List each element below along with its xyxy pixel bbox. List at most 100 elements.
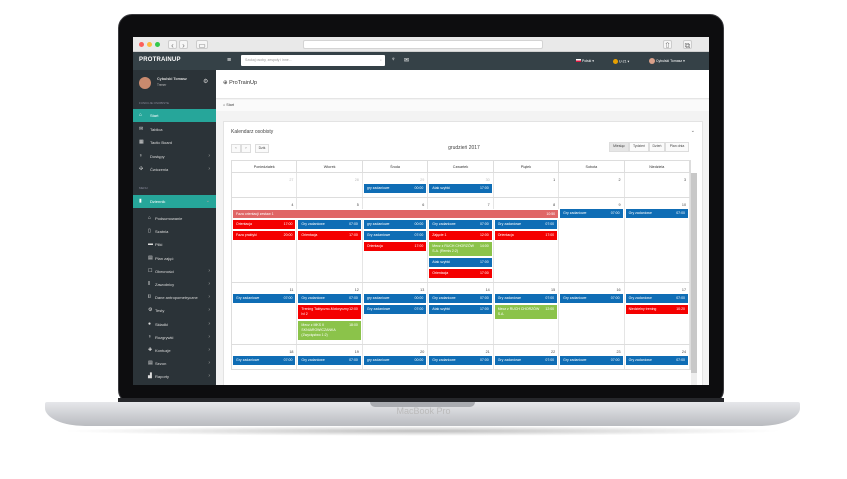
day-cell[interactable] xyxy=(625,184,690,197)
sidebar-item-start[interactable]: ⌂ Start xyxy=(133,109,216,122)
calendar-event[interactable]: gry zadaniowe 00:00 xyxy=(363,356,427,365)
day-number[interactable]: 13 xyxy=(363,283,429,294)
calendar-event[interactable]: gry zadaniowe 00:00 xyxy=(363,294,427,303)
day-cell[interactable]: Gry zadaniowe 07:00 Trening Taktyczno-Moto… xyxy=(297,294,363,344)
back-button[interactable]: ‹ xyxy=(168,40,177,50)
logo[interactable]: PROTRAINUP xyxy=(139,57,181,63)
sidebar-item-składki[interactable]: ● Składki › xyxy=(133,318,216,331)
sidebar-item-raporty[interactable]: ▟ Raporty › xyxy=(133,370,216,383)
calendar-event[interactable]: Orientacja 17:00 xyxy=(429,269,492,278)
sidebar-item-ćwiczenia[interactable]: ✣ Ćwiczenia › xyxy=(133,163,216,176)
calendar-event[interactable]: Gry zadaniowe 07:00 xyxy=(494,356,558,365)
day-cell[interactable] xyxy=(232,184,298,197)
sidebar-item-tactic-board[interactable]: ▦ Tactic Board xyxy=(133,136,216,149)
forward-button[interactable]: › xyxy=(179,40,188,50)
calendar-event[interactable]: Gry zadaniowe 07:00 xyxy=(298,294,361,303)
calendar-event[interactable]: Gry zadaniowe 07:00 xyxy=(494,294,558,303)
address-bar[interactable] xyxy=(303,40,543,49)
sidebar-toggle-icon[interactable]: ▭ xyxy=(196,40,208,50)
day-cell[interactable]: Gry zadaniowe 07:00 xyxy=(625,356,690,369)
calendar-event[interactable]: Mecz z RUCH CHORZÓW S.A. (Remis 2:2) 14:0… xyxy=(429,242,492,256)
day-number[interactable]: 11 xyxy=(232,283,298,294)
calendar-event[interactable]: Mecz z RUCH CHORZÓW S.A. 12:00 xyxy=(494,305,558,319)
prev-month-button[interactable]: ‹ xyxy=(231,144,241,153)
day-cell[interactable]: Gry zadaniowe 07:00 xyxy=(559,209,625,282)
sidebar-item-pliki[interactable]: ▬ Pliki xyxy=(133,238,216,251)
day-cell[interactable]: Gry zadaniowe 07:00 Mecz z RUCH CHORZÓW S.… xyxy=(494,294,560,344)
share-icon[interactable]: ⇧ xyxy=(663,40,672,50)
language-selector[interactable]: Polski ▾ xyxy=(576,59,594,63)
view-plan-dnia-button[interactable]: Plan dnia xyxy=(665,142,689,152)
day-cell[interactable]: Gry zadaniowe 07:00 xyxy=(559,356,625,369)
multi-day-event[interactable]: Faza orientacji zestaw 1 10:50 xyxy=(233,210,559,218)
sidebar-item-podsumowanie[interactable]: ⌂ Podsumowanie xyxy=(133,212,216,225)
calendar-event[interactable]: Gry zadaniowe 07:00 xyxy=(233,356,296,365)
view-miesiąc-button[interactable]: Miesiąc xyxy=(609,142,629,152)
calendar-event[interactable]: Gry zadaniowe 07:00 xyxy=(494,220,558,229)
day-cell[interactable]: Gry zadaniowe 07:00 xyxy=(232,356,298,369)
sidebar-item-rozgrywki[interactable]: ♆ Rozgrywki › xyxy=(133,331,216,344)
menu-icon[interactable]: ≡ xyxy=(227,57,232,64)
sidebar-item-testy[interactable]: ⚙ Testy › xyxy=(133,304,216,317)
day-cell[interactable]: Gry zadaniowe 07:00 xyxy=(494,356,560,369)
calendar-event[interactable]: Mecz z MKS II SKNIAROWICZANKA (Zwycięstw… xyxy=(298,321,361,340)
user-menu[interactable]: Cybulski Tomasz ▾ xyxy=(649,58,685,64)
day-number[interactable]: 24 xyxy=(625,345,690,356)
tabs-icon[interactable]: ⧉ xyxy=(683,40,692,50)
day-number[interactable]: 15 xyxy=(494,283,560,294)
day-cell[interactable]: Gry zadaniowe 07:00 xyxy=(297,356,363,369)
day-number[interactable]: 27 xyxy=(232,173,298,184)
day-number[interactable]: 6 xyxy=(363,198,429,209)
close-window-button[interactable] xyxy=(139,42,144,47)
day-cell[interactable]: Gry zadaniowe 07:00 xyxy=(559,294,625,344)
sidebar-item-obecności[interactable]: ☐ Obecności › xyxy=(133,265,216,278)
day-cell[interactable]: Gry zadaniowe 07:00 Zajęcie 1 12:00 Mecz z R… xyxy=(428,220,494,282)
calendar-event[interactable]: Atak szybki 17:00 xyxy=(429,258,492,267)
search-icon[interactable]: ⌕ xyxy=(380,58,382,62)
calendar-event[interactable]: Gry zadaniowe 07:00 xyxy=(625,209,688,218)
sidebar-item-szatnia[interactable]: ▯ Szatnia xyxy=(133,225,216,238)
calendar-event[interactable]: Gry zadaniowe 07:00 xyxy=(429,294,492,303)
settings-icon[interactable]: ⚙ xyxy=(203,79,209,85)
day-number[interactable]: 8 xyxy=(494,198,560,209)
calendar-event[interactable]: Gry zadaniowe 07:00 xyxy=(625,294,688,303)
day-number[interactable]: 19 xyxy=(297,345,363,356)
day-number[interactable]: 28 xyxy=(297,173,363,184)
day-cell[interactable]: Gry zadaniowe 07:00 Orientacja 17:00 xyxy=(297,220,363,282)
calendar-event[interactable]: Gry zadaniowe 07:00 xyxy=(625,356,688,365)
sidebar-item-dostępy[interactable]: ♆ Dostępy › xyxy=(133,150,216,163)
calendar-event[interactable]: gry zadaniowe 00:00 xyxy=(363,184,427,193)
chat-icon[interactable]: ✉ xyxy=(404,58,410,64)
day-number[interactable]: 9 xyxy=(559,198,625,209)
day-number[interactable]: 7 xyxy=(428,198,494,209)
day-number[interactable]: 3 xyxy=(625,173,690,184)
calendar-event[interactable]: Gry zadaniowe 07:00 xyxy=(560,356,623,365)
day-number[interactable]: 4 xyxy=(232,198,298,209)
calendar-event[interactable]: Atak szybki 17:00 xyxy=(429,184,492,193)
next-month-button[interactable]: › xyxy=(241,144,251,153)
day-number[interactable]: 22 xyxy=(494,345,560,356)
day-cell[interactable]: gry zadaniowe 00:00 xyxy=(363,184,429,197)
calendar-event[interactable]: Gry zadaniowe 07:00 xyxy=(429,356,492,365)
calendar-scrollbar[interactable] xyxy=(691,173,697,385)
calendar-event[interactable]: Gry zadaniowe 07:00 xyxy=(363,305,427,314)
team-selector[interactable]: U-21 ▾ xyxy=(613,59,629,64)
day-number[interactable]: 1 xyxy=(494,173,560,184)
search-input[interactable]: Szukaj osoby, zespoły i inne... ⌕ xyxy=(241,55,385,66)
minimize-window-button[interactable] xyxy=(147,42,152,47)
today-button[interactable]: Dziś xyxy=(255,144,269,153)
calendar-event[interactable]: Orientacja 17:00 xyxy=(298,231,361,240)
trophy-icon[interactable]: ♆ xyxy=(391,57,396,63)
calendar-event[interactable]: Gry zadaniowe 07:00 xyxy=(560,209,623,218)
sidebar-item-dziennik[interactable]: ▮ Dziennik ⌄ xyxy=(133,195,216,208)
day-number[interactable]: 14 xyxy=(428,283,494,294)
day-number[interactable]: 10 xyxy=(625,198,690,209)
calendar-event[interactable]: Gry zadaniowe 07:00 xyxy=(363,231,427,240)
maximize-window-button[interactable] xyxy=(155,42,160,47)
sidebar-item-tablica[interactable]: ✉ Tablica xyxy=(133,123,216,136)
calendar-event[interactable]: Gry zadaniowe 07:00 xyxy=(429,220,492,229)
day-cell[interactable] xyxy=(494,184,560,197)
day-cell[interactable] xyxy=(559,184,625,197)
day-cell[interactable]: Orientacja 17:00 Faza praktyki 20:00 xyxy=(232,220,298,282)
calendar-event[interactable]: Orientacja 17:00 xyxy=(494,231,558,240)
